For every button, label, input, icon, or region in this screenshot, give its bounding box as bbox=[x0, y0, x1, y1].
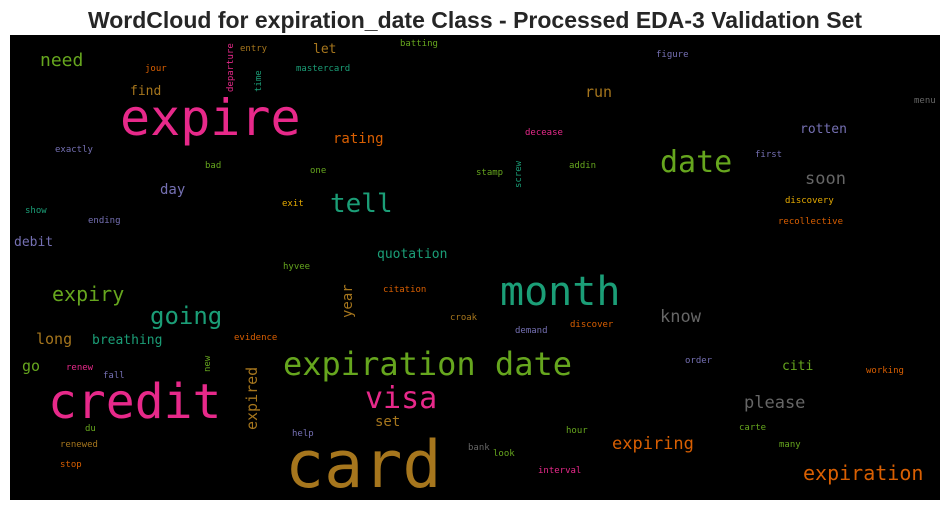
word: expire bbox=[120, 89, 301, 147]
word: entry bbox=[240, 44, 268, 54]
word: renewed bbox=[60, 440, 98, 450]
word: du bbox=[85, 424, 96, 434]
word: evidence bbox=[234, 333, 277, 343]
word: discover bbox=[570, 320, 614, 330]
word: decease bbox=[525, 128, 563, 138]
word: exit bbox=[282, 199, 304, 209]
word: rating bbox=[333, 131, 384, 147]
word: jour bbox=[145, 64, 167, 74]
word: croak bbox=[450, 313, 478, 323]
chart-title: WordCloud for expiration_date Class - Pr… bbox=[88, 7, 862, 33]
word: visa bbox=[365, 381, 437, 416]
word: let bbox=[313, 42, 336, 57]
word: exactly bbox=[55, 145, 94, 155]
word: going bbox=[150, 302, 222, 330]
word: need bbox=[40, 50, 83, 71]
word: stop bbox=[60, 460, 82, 470]
word: tell bbox=[330, 189, 393, 219]
word: interval bbox=[538, 466, 581, 476]
word: find bbox=[130, 84, 161, 99]
word: screw bbox=[514, 160, 524, 188]
word: bank bbox=[468, 443, 490, 453]
word: debit bbox=[14, 235, 53, 250]
word: look bbox=[493, 449, 515, 459]
word: renew bbox=[66, 363, 94, 373]
word: ending bbox=[88, 216, 121, 226]
word: go bbox=[22, 357, 40, 375]
word: batting bbox=[400, 39, 438, 49]
word: expiration date bbox=[283, 345, 572, 383]
word: bad bbox=[205, 161, 221, 171]
word: know bbox=[660, 307, 702, 327]
word: date bbox=[660, 145, 732, 180]
word: show bbox=[25, 206, 47, 216]
word: long bbox=[36, 330, 72, 348]
word: expiring bbox=[612, 434, 694, 454]
word: quotation bbox=[377, 247, 447, 262]
word: working bbox=[866, 366, 904, 376]
word: fall bbox=[103, 371, 125, 381]
word: carte bbox=[739, 423, 766, 433]
word: one bbox=[310, 166, 326, 176]
word: stamp bbox=[476, 168, 503, 178]
word: new bbox=[203, 355, 213, 372]
word: month bbox=[500, 269, 620, 315]
word: addin bbox=[569, 161, 596, 171]
word: expired bbox=[243, 367, 261, 430]
word: citi bbox=[782, 359, 813, 374]
word: mastercard bbox=[296, 64, 350, 74]
word: set bbox=[375, 414, 400, 430]
word: expiration bbox=[803, 461, 923, 485]
word: recollective bbox=[778, 217, 843, 227]
word: discovery bbox=[785, 196, 834, 206]
word: credit bbox=[48, 374, 221, 430]
word: departure bbox=[226, 43, 236, 92]
word: figure bbox=[656, 50, 689, 60]
word: hour bbox=[566, 426, 588, 436]
word: time bbox=[254, 70, 264, 92]
word: help bbox=[292, 429, 314, 439]
word: please bbox=[744, 393, 805, 413]
word: citation bbox=[383, 285, 426, 295]
word: run bbox=[585, 83, 612, 101]
word: many bbox=[779, 440, 801, 450]
word: expiry bbox=[52, 282, 124, 306]
cloud-background bbox=[10, 35, 940, 500]
word: menu bbox=[914, 96, 936, 106]
word: order bbox=[685, 356, 713, 366]
word: hyvee bbox=[283, 262, 310, 272]
word: breathing bbox=[92, 333, 162, 348]
word: day bbox=[160, 182, 185, 198]
word: first bbox=[755, 150, 782, 160]
word: soon bbox=[805, 169, 846, 189]
word: demand bbox=[515, 326, 548, 336]
word: card bbox=[285, 428, 442, 503]
word: rotten bbox=[800, 122, 847, 137]
word: year bbox=[340, 284, 356, 318]
